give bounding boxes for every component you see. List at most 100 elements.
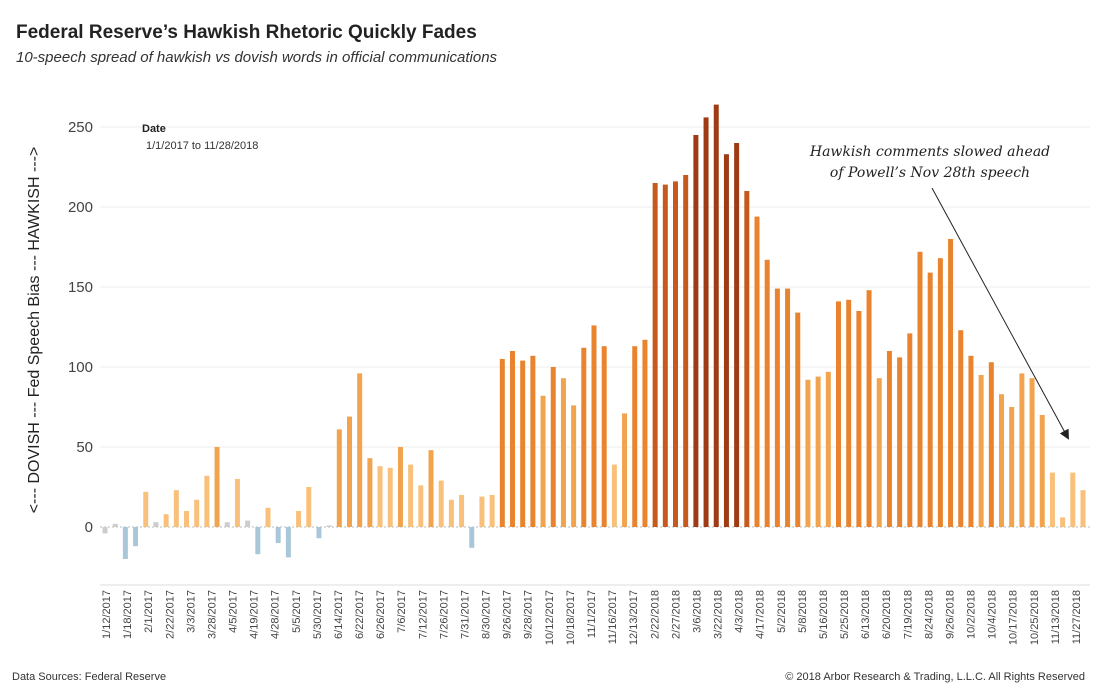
bar[interactable] xyxy=(774,288,780,527)
x-tick-label: 6/13/2018 xyxy=(860,590,872,639)
bar[interactable] xyxy=(693,135,699,527)
bar[interactable] xyxy=(255,527,261,555)
bar[interactable] xyxy=(438,480,444,527)
bar[interactable] xyxy=(234,479,240,527)
bar[interactable] xyxy=(734,143,740,527)
bar[interactable] xyxy=(397,447,403,527)
bar[interactable] xyxy=(428,450,434,527)
bar[interactable] xyxy=(825,371,831,527)
bar[interactable] xyxy=(1049,472,1055,527)
bar[interactable] xyxy=(479,496,485,527)
bar[interactable] xyxy=(581,347,587,527)
bar[interactable] xyxy=(948,239,954,527)
bar[interactable] xyxy=(489,495,495,527)
bar[interactable] xyxy=(856,311,862,527)
bar[interactable] xyxy=(764,259,770,527)
bar[interactable] xyxy=(184,511,189,527)
bar[interactable] xyxy=(347,416,352,527)
bar[interactable] xyxy=(999,394,1004,527)
bar[interactable] xyxy=(469,527,475,548)
bar[interactable] xyxy=(550,367,556,527)
bar[interactable] xyxy=(540,395,546,527)
bar[interactable] xyxy=(285,527,291,558)
bar[interactable] xyxy=(611,464,617,527)
bar[interactable] xyxy=(296,511,302,527)
bar[interactable] xyxy=(642,339,648,527)
bar[interactable] xyxy=(886,351,892,527)
bar[interactable] xyxy=(245,520,251,527)
bar[interactable] xyxy=(1060,517,1066,527)
bar[interactable] xyxy=(795,312,801,527)
bar[interactable] xyxy=(673,181,678,527)
bar[interactable] xyxy=(754,216,760,527)
bar[interactable] xyxy=(1039,415,1045,527)
x-tick-label: 10/18/2017 xyxy=(565,590,577,645)
bar[interactable] xyxy=(876,378,882,527)
bar[interactable] xyxy=(1009,407,1015,527)
bar[interactable] xyxy=(866,290,872,527)
bar[interactable] xyxy=(713,104,719,527)
bar[interactable] xyxy=(591,325,597,527)
bar[interactable] xyxy=(652,183,658,527)
bar[interactable] xyxy=(153,522,159,527)
bar[interactable] xyxy=(194,499,200,527)
bar[interactable] xyxy=(968,355,974,527)
bar[interactable] xyxy=(897,357,903,527)
bar[interactable] xyxy=(1029,378,1035,527)
bar[interactable] xyxy=(1080,490,1086,527)
bar[interactable] xyxy=(102,527,108,534)
bar[interactable] xyxy=(357,373,363,527)
bar[interactable] xyxy=(448,499,454,527)
bar[interactable] xyxy=(520,360,526,527)
bar[interactable] xyxy=(744,191,750,527)
bar[interactable] xyxy=(367,458,373,527)
bar[interactable] xyxy=(306,487,312,527)
bar[interactable] xyxy=(723,154,729,527)
bar[interactable] xyxy=(224,522,230,527)
bar[interactable] xyxy=(978,375,984,527)
bar[interactable] xyxy=(937,258,943,527)
bar[interactable] xyxy=(112,523,118,527)
bar[interactable] xyxy=(265,507,271,527)
bar[interactable] xyxy=(907,333,913,527)
bar[interactable] xyxy=(785,288,791,527)
bar[interactable] xyxy=(163,514,169,527)
bar[interactable] xyxy=(459,495,465,527)
bar[interactable] xyxy=(214,447,220,527)
bar[interactable] xyxy=(927,272,933,527)
bar[interactable] xyxy=(173,490,179,527)
bar[interactable] xyxy=(836,301,841,527)
bar[interactable] xyxy=(815,376,821,527)
bar[interactable] xyxy=(133,527,139,547)
bar[interactable] xyxy=(418,485,424,527)
bar[interactable] xyxy=(387,467,393,527)
bar[interactable] xyxy=(958,330,964,527)
bar[interactable] xyxy=(326,525,332,527)
bar[interactable] xyxy=(275,527,281,543)
bar[interactable] xyxy=(122,527,128,559)
bar[interactable] xyxy=(408,464,414,527)
y-tick-label: 150 xyxy=(68,279,93,296)
bar[interactable] xyxy=(510,351,515,527)
bar[interactable] xyxy=(846,299,852,527)
bar[interactable] xyxy=(1070,472,1076,527)
bar[interactable] xyxy=(662,184,668,527)
bar[interactable] xyxy=(601,346,607,527)
bar[interactable] xyxy=(917,251,923,528)
bar[interactable] xyxy=(204,475,210,527)
bar[interactable] xyxy=(805,379,811,527)
bar[interactable] xyxy=(632,346,638,527)
bar[interactable] xyxy=(143,491,149,527)
bar[interactable] xyxy=(1019,373,1025,527)
bar[interactable] xyxy=(560,378,566,527)
bar[interactable] xyxy=(336,429,342,527)
bar[interactable] xyxy=(683,175,689,527)
bar[interactable] xyxy=(703,117,709,528)
bar[interactable] xyxy=(530,355,536,527)
bar[interactable] xyxy=(622,413,628,527)
bar[interactable] xyxy=(499,359,505,527)
bar[interactable] xyxy=(316,527,322,539)
bar[interactable] xyxy=(571,405,577,527)
bar[interactable] xyxy=(988,362,994,527)
bar[interactable] xyxy=(377,466,383,527)
